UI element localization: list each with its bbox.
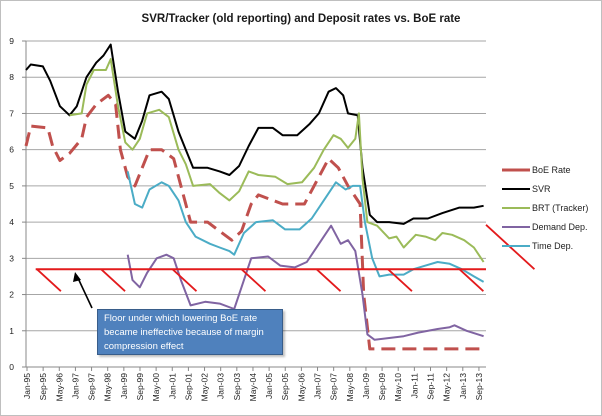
x-tick-label: Sep-05 bbox=[280, 373, 290, 401]
floor-hatch bbox=[387, 268, 413, 292]
y-tick-label: 6 bbox=[9, 145, 14, 155]
x-tick-label: Jan-95 bbox=[22, 373, 32, 399]
x-tick-label: May-12 bbox=[442, 373, 452, 402]
series-lines bbox=[24, 43, 485, 351]
x-tick-label: Jan-05 bbox=[264, 373, 274, 399]
chart-title: SVR/Tracker (old reporting) and Deposit … bbox=[141, 13, 461, 25]
series-time-dep bbox=[126, 171, 485, 283]
x-tick-label: May-98 bbox=[103, 373, 113, 402]
legend-label: Demand Dep. bbox=[532, 222, 588, 232]
floor-hatch bbox=[36, 268, 62, 292]
x-tick-label: Jan-11 bbox=[409, 373, 419, 399]
x-axis: Jan-95 Sep-95 May-96 Jan-97 Sep-97 May-98 Jan-… bbox=[22, 367, 484, 401]
annotation-arrow bbox=[76, 275, 93, 309]
x-tick-label: May-08 bbox=[345, 373, 355, 402]
series-demand-dep bbox=[126, 224, 484, 341]
x-tick-label: Sep-11 bbox=[426, 373, 436, 400]
x-tick-label: Sep-13 bbox=[474, 373, 484, 401]
floor-hatch bbox=[315, 268, 342, 292]
gridlines bbox=[26, 40, 486, 368]
x-tick-label: May-00 bbox=[151, 373, 161, 402]
floor-hatch bbox=[171, 268, 198, 292]
x-tick-label: May-96 bbox=[54, 373, 64, 402]
series-svr bbox=[25, 43, 484, 225]
x-tick-label: Sep-03 bbox=[232, 373, 242, 401]
x-tick-label: May-04 bbox=[248, 373, 258, 402]
legend-label: BRT (Tracker) bbox=[532, 203, 588, 213]
y-tick-label: 5 bbox=[9, 181, 14, 191]
y-tick-label: 3 bbox=[9, 253, 14, 263]
annotation-box: Floor under which lowering BoE rate beca… bbox=[97, 309, 283, 355]
x-tick-label: Sep-07 bbox=[329, 373, 339, 401]
y-tick-label: 7 bbox=[9, 108, 14, 118]
y-axis-ticks: 0 1 2 3 4 5 6 7 8 9 bbox=[9, 36, 27, 372]
x-tick-label: May-10 bbox=[393, 373, 403, 402]
x-tick-label: Jan-03 bbox=[216, 373, 226, 399]
floor-hatch bbox=[485, 224, 536, 270]
x-tick-label: Sep-01 bbox=[183, 373, 193, 401]
x-tick-label: Sep-99 bbox=[135, 373, 145, 401]
x-tick-label: May-02 bbox=[200, 373, 210, 402]
legend: BoE Rate SVR BRT (Tracker) Demand Dep. Time … bbox=[502, 165, 588, 251]
x-tick-label: May-06 bbox=[296, 373, 306, 402]
legend-label: BoE Rate bbox=[532, 165, 571, 175]
x-tick-label: Sep-95 bbox=[38, 373, 48, 401]
x-tick-label: Jan-07 bbox=[313, 373, 323, 399]
y-tick-label: 1 bbox=[9, 326, 14, 336]
y-tick-label: 9 bbox=[9, 36, 14, 46]
x-tick-label: Jan-01 bbox=[167, 373, 177, 399]
y-tick-label: 2 bbox=[9, 290, 14, 300]
arrow-head-icon bbox=[73, 272, 81, 282]
floor-hatch bbox=[458, 268, 484, 292]
floor-hatch bbox=[100, 268, 126, 292]
y-tick-label: 4 bbox=[9, 217, 14, 227]
x-tick-label: Jan-99 bbox=[119, 373, 129, 399]
floor-annotation bbox=[35, 224, 536, 292]
x-tick-label: Sep-09 bbox=[377, 373, 387, 401]
legend-label: SVR bbox=[532, 184, 551, 194]
legend-label: Time Dep. bbox=[532, 241, 573, 251]
y-tick-label: 0 bbox=[9, 362, 14, 372]
x-tick-label: Sep-97 bbox=[87, 373, 97, 401]
series-brt-tracker bbox=[69, 58, 485, 263]
y-tick-label: 8 bbox=[9, 72, 14, 82]
x-tick-label: Jan-13 bbox=[458, 373, 468, 399]
x-tick-label: Jan-09 bbox=[361, 373, 371, 399]
x-tick-label: Jan-97 bbox=[70, 373, 80, 399]
floor-hatch bbox=[240, 268, 267, 292]
